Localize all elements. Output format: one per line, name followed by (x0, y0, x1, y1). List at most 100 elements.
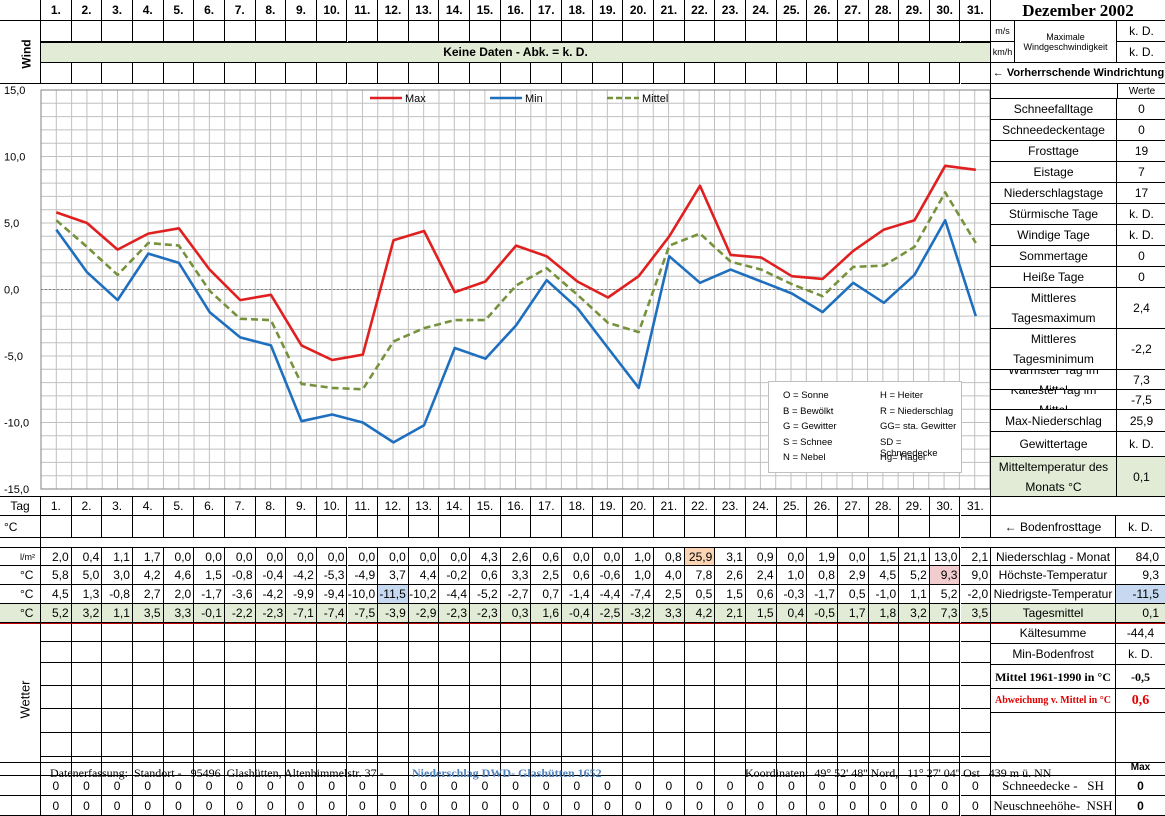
wetter-cell[interactable] (654, 663, 685, 686)
wetter-cell[interactable] (654, 757, 685, 776)
wetter-cell[interactable] (776, 733, 808, 757)
wetter-cell[interactable] (132, 686, 164, 709)
wetter-cell[interactable] (470, 663, 501, 686)
wetter-cell[interactable] (224, 709, 256, 733)
wetter-cell[interactable] (224, 663, 256, 686)
wetter-cell[interactable] (224, 642, 256, 663)
wetter-cell[interactable] (255, 663, 287, 686)
wetter-cell[interactable] (929, 757, 961, 776)
wetter-cell[interactable] (745, 642, 777, 663)
wetter-cell[interactable] (102, 686, 133, 709)
wetter-cell[interactable] (715, 663, 746, 686)
wetter-cell[interactable] (592, 733, 624, 757)
wetter-cell[interactable] (807, 757, 838, 776)
wetter-cell[interactable] (439, 709, 471, 733)
wetter-cell[interactable] (623, 733, 654, 757)
wetter-cell[interactable] (316, 663, 348, 686)
wetter-cell[interactable] (562, 642, 593, 663)
wetter-cell[interactable] (439, 642, 471, 663)
wetter-cell[interactable] (531, 733, 563, 757)
wetter-cell[interactable] (439, 663, 471, 686)
wetter-cell[interactable] (531, 642, 563, 663)
wetter-cell[interactable] (776, 686, 808, 709)
wetter-cell[interactable] (378, 733, 409, 757)
wetter-cell[interactable] (255, 733, 287, 757)
wetter-cell[interactable] (286, 757, 317, 776)
wetter-cell[interactable] (592, 709, 624, 733)
wetter-cell[interactable] (929, 709, 961, 733)
wetter-cell[interactable] (71, 709, 103, 733)
wetter-cell[interactable] (684, 663, 716, 686)
wetter-cell[interactable] (286, 642, 317, 663)
wetter-cell[interactable] (562, 663, 593, 686)
wetter-cell[interactable] (899, 757, 930, 776)
wetter-cell[interactable] (868, 686, 900, 709)
wetter-cell[interactable] (132, 642, 164, 663)
wetter-cell[interactable] (163, 686, 195, 709)
wetter-cell[interactable] (224, 686, 256, 709)
wetter-cell[interactable] (194, 686, 225, 709)
wetter-cell[interactable] (224, 733, 256, 757)
wetter-cell[interactable] (654, 642, 685, 663)
wetter-cell[interactable] (132, 623, 164, 642)
wetter-cell[interactable] (531, 709, 563, 733)
wetter-cell[interactable] (500, 642, 532, 663)
wetter-cell[interactable] (286, 733, 317, 757)
wetter-cell[interactable] (255, 686, 287, 709)
wetter-cell[interactable] (868, 663, 900, 686)
wetter-cell[interactable] (255, 709, 287, 733)
wetter-cell[interactable] (71, 623, 103, 642)
wetter-cell[interactable] (531, 686, 563, 709)
wetter-cell[interactable] (439, 733, 471, 757)
wetter-cell[interactable] (531, 663, 563, 686)
wetter-cell[interactable] (470, 757, 501, 776)
wetter-cell[interactable] (163, 709, 195, 733)
wetter-cell[interactable] (623, 686, 654, 709)
wetter-cell[interactable] (408, 709, 440, 733)
wetter-cell[interactable] (776, 623, 808, 642)
wetter-cell[interactable] (470, 642, 501, 663)
wetter-cell[interactable] (715, 757, 746, 776)
wetter-cell[interactable] (408, 623, 440, 642)
wetter-cell[interactable] (163, 623, 195, 642)
wetter-cell[interactable] (102, 709, 133, 733)
wetter-cell[interactable] (899, 733, 930, 757)
wetter-cell[interactable] (255, 642, 287, 663)
wetter-cell[interactable] (776, 757, 808, 776)
wetter-cell[interactable] (102, 757, 133, 776)
wetter-cell[interactable] (592, 686, 624, 709)
wetter-cell[interactable] (102, 733, 133, 757)
wetter-cell[interactable] (378, 757, 409, 776)
wetter-cell[interactable] (286, 623, 317, 642)
wetter-cell[interactable] (500, 663, 532, 686)
wetter-cell[interactable] (837, 709, 869, 733)
wetter-cell[interactable] (316, 757, 348, 776)
wetter-cell[interactable] (837, 733, 869, 757)
wetter-cell[interactable] (500, 686, 532, 709)
wetter-cell[interactable] (316, 733, 348, 757)
wetter-cell[interactable] (807, 642, 838, 663)
wetter-cell[interactable] (41, 733, 72, 757)
wetter-cell[interactable] (715, 686, 746, 709)
wetter-cell[interactable] (102, 642, 133, 663)
wetter-cell[interactable] (929, 733, 961, 757)
wetter-cell[interactable] (41, 686, 72, 709)
wetter-cell[interactable] (745, 686, 777, 709)
wetter-cell[interactable] (562, 733, 593, 757)
wetter-cell[interactable] (132, 663, 164, 686)
wetter-cell[interactable] (71, 642, 103, 663)
wetter-cell[interactable] (408, 686, 440, 709)
wetter-cell[interactable] (163, 757, 195, 776)
wetter-cell[interactable] (868, 709, 900, 733)
wetter-cell[interactable] (194, 623, 225, 642)
wetter-cell[interactable] (71, 686, 103, 709)
wetter-cell[interactable] (102, 663, 133, 686)
wetter-cell[interactable] (776, 709, 808, 733)
wetter-cell[interactable] (837, 757, 869, 776)
wetter-cell[interactable] (132, 757, 164, 776)
wetter-cell[interactable] (960, 709, 992, 733)
wetter-cell[interactable] (470, 623, 501, 642)
wetter-cell[interactable] (745, 733, 777, 757)
wetter-cell[interactable] (868, 623, 900, 642)
wetter-cell[interactable] (623, 623, 654, 642)
